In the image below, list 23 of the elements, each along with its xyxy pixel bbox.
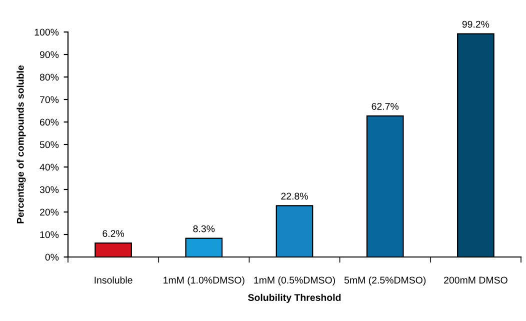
x-tick-label: 5mM (2.5%DMSO) xyxy=(344,276,426,286)
y-tick-label: 40% xyxy=(40,164,59,171)
data-label: 22.8% xyxy=(281,192,308,200)
x-tick-label: Insoluble xyxy=(94,276,132,284)
data-label: 99.2% xyxy=(462,20,490,28)
x-tick-label: 1mM (1.0%DMSO) xyxy=(164,276,244,286)
y-tick-label: 50% xyxy=(40,141,59,148)
y-tick-label: 100% xyxy=(34,28,59,36)
y-axis-title: Percentage of compounds soluble xyxy=(16,65,26,224)
y-tick-label: 30% xyxy=(40,186,59,194)
data-label: 6.2% xyxy=(102,230,124,237)
x-tick-label: 1mM (0.5%DMSO) xyxy=(254,276,335,286)
data-label: 62.7% xyxy=(372,102,399,110)
x-axis-title: Solubility Threshold xyxy=(248,294,341,303)
y-tick-label: 60% xyxy=(40,118,59,126)
y-tick-label: 0% xyxy=(45,254,59,261)
y-tick-label: 20% xyxy=(40,208,59,216)
y-tick-label: 80% xyxy=(40,74,59,81)
y-tick-label: 10% xyxy=(40,231,59,238)
x-tick-label: 200mM DMSO xyxy=(444,276,508,284)
y-tick-label: 90% xyxy=(40,51,59,58)
data-label: 8.3% xyxy=(193,225,215,232)
y-tick-label: 70% xyxy=(40,96,59,104)
